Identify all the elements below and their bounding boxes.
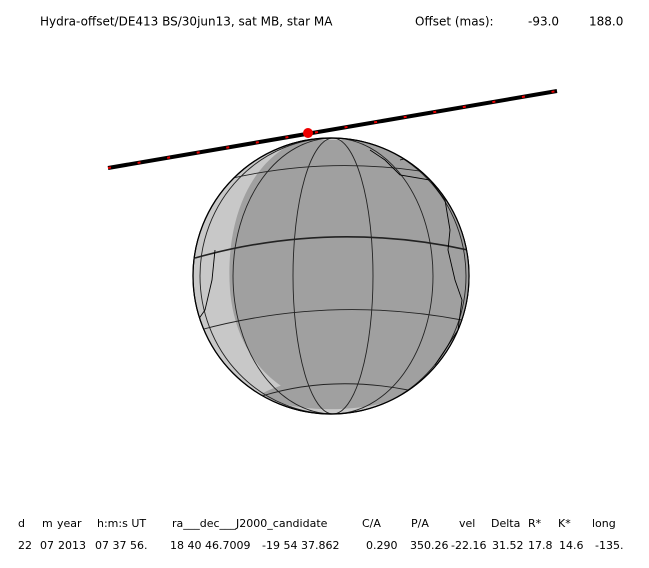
- table-header: P/A: [411, 517, 429, 530]
- table-cell: 22: [18, 539, 32, 552]
- table-header: long: [592, 517, 616, 530]
- table-header: vel: [459, 517, 475, 530]
- table-header: ra___dec___J2000_candidate: [172, 517, 328, 530]
- table-header: m: [42, 517, 53, 530]
- table-cell: 18 40 46.7009: [170, 539, 250, 552]
- table-cell: 2013: [58, 539, 86, 552]
- table-cell: 14.6: [559, 539, 584, 552]
- globe: [192, 137, 470, 415]
- event-table: d m year h:m:s UT ra___dec___J2000_candidate…: [18, 517, 623, 552]
- table-header: K*: [558, 517, 571, 530]
- table-cell: -19 54 37.862: [262, 539, 339, 552]
- shadow-path: [107, 89, 558, 170]
- table-cell: 07: [40, 539, 54, 552]
- offset-x: -93.0: [528, 15, 559, 29]
- offset-label: Offset (mas):: [415, 15, 494, 29]
- table-cell: -135.: [595, 539, 623, 552]
- table-cell: 0.290: [366, 539, 398, 552]
- table-cell: -22.16: [451, 539, 486, 552]
- table-header: year: [57, 517, 82, 530]
- table-header: Delta: [491, 517, 520, 530]
- offset-y: 188.0: [589, 15, 623, 29]
- table-cell: 31.52: [492, 539, 524, 552]
- table-header: C/A: [362, 517, 381, 530]
- table-cell: 350.26: [410, 539, 449, 552]
- table-header: d: [18, 517, 25, 530]
- table-cell: 07 37 56.: [95, 539, 147, 552]
- table-cell: 17.8: [528, 539, 553, 552]
- table-header: R*: [528, 517, 542, 530]
- title: Hydra-offset/DE413 BS/30jun13, sat MB, s…: [40, 15, 333, 29]
- table-header: h:m:s UT: [97, 517, 146, 530]
